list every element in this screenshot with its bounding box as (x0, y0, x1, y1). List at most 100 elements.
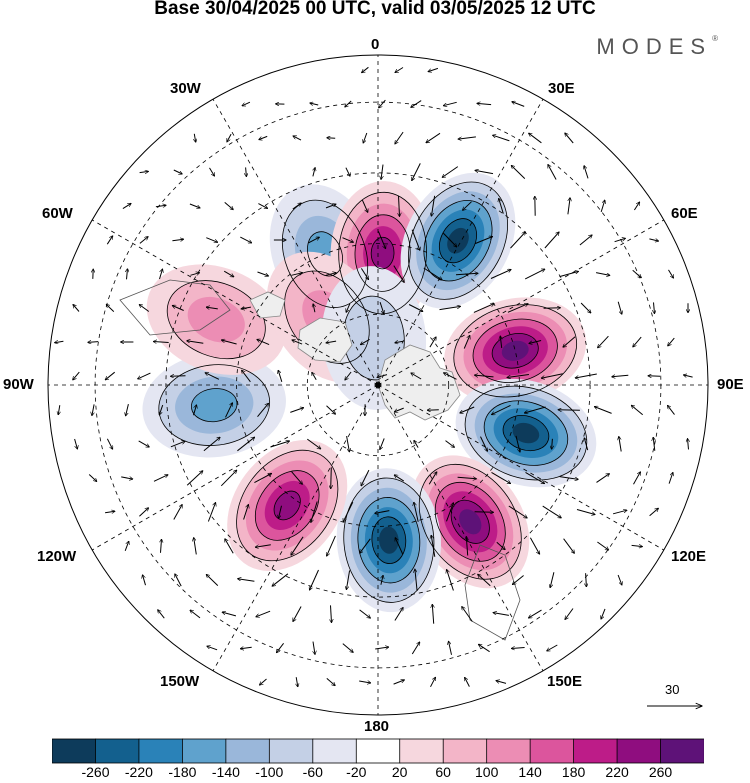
wind-arrow (270, 441, 290, 448)
wind-arrow (241, 307, 251, 309)
wind-arrow (220, 470, 236, 487)
wind-arrow (529, 133, 542, 144)
wind-arrow (173, 505, 182, 520)
vector-scale-label: 30 (665, 682, 680, 697)
wind-arrow (159, 404, 164, 415)
wind-arrow (255, 544, 271, 547)
wind-arrow (649, 508, 659, 517)
wind-arrow (598, 335, 609, 348)
colorbar-swatch (138, 738, 184, 764)
lon-label-30w: 30W (170, 80, 201, 97)
wind-arrow (399, 195, 400, 217)
wind-arrow (311, 501, 318, 523)
wind-arrow (475, 170, 494, 175)
wind-arrow (139, 171, 149, 172)
wind-arrow (290, 408, 303, 413)
colorbar-swatch (181, 738, 227, 764)
wind-arrow (394, 475, 405, 482)
lat-circle (306, 313, 450, 457)
wind-arrow (361, 469, 370, 486)
meridian (377, 384, 664, 551)
wind-arrow (207, 503, 215, 522)
wind-arrow (649, 239, 658, 241)
wind-arrow (493, 613, 509, 616)
wind-arrow (563, 538, 575, 554)
wind-arrow (381, 575, 383, 585)
wind-arrow (443, 101, 457, 105)
wind-arrow (511, 165, 526, 179)
wind-arrow (584, 166, 589, 179)
wind-arrow (439, 306, 461, 311)
colorbar-tick-label: -260 (81, 764, 110, 780)
wind-arrow (225, 403, 233, 418)
wind-arrow (411, 642, 419, 655)
wind-arrow (106, 438, 112, 449)
wind-arrow (511, 648, 525, 649)
wind-arrow (105, 511, 115, 513)
wind-arrow (243, 505, 249, 520)
wind-arrow (559, 271, 579, 278)
wind-arrow (291, 471, 303, 485)
wind-arrow (668, 405, 675, 415)
wind-arrow (73, 371, 80, 380)
colorbar-swatch (355, 738, 401, 764)
wind-arrow (414, 440, 419, 448)
wind-arrow (507, 304, 528, 313)
wind-arrow (493, 135, 510, 142)
wind-arrow (360, 538, 371, 553)
meridian (212, 384, 379, 671)
wind-arrow (544, 232, 559, 249)
wind-arrow (209, 167, 215, 176)
wind-arrow (190, 273, 199, 276)
wind-arrow (654, 302, 655, 313)
lon-label-90w: 90W (3, 376, 34, 393)
wind-arrow (633, 202, 639, 211)
wind-arrow (139, 305, 150, 312)
wind-arrow (331, 605, 332, 622)
wind-arrow (342, 643, 353, 653)
colorbar-swatch (225, 738, 271, 764)
wind-arrow (632, 269, 642, 277)
wind-arrow (576, 509, 595, 515)
wind-arrow (457, 477, 477, 479)
wind-arrow (292, 340, 303, 345)
wind-arrow (254, 473, 271, 484)
wind-arrow (499, 198, 504, 214)
wind-arrow (565, 133, 574, 144)
wind-arrow (442, 232, 456, 247)
wind-arrow (614, 238, 626, 243)
wind-arrow (256, 610, 271, 617)
wind-arrow (542, 505, 562, 518)
wind-arrow (529, 609, 542, 618)
wind-arrow (584, 438, 589, 451)
wind-arrow (238, 579, 255, 582)
colorbar-swatch (529, 738, 575, 764)
colorbar-tick-label: 140 (518, 764, 542, 780)
wind-arrow (246, 167, 247, 176)
wind-arrow (310, 103, 319, 105)
meridian (92, 219, 379, 386)
pole-marker (375, 382, 381, 388)
wind-arrow (512, 575, 524, 585)
wind-arrow (310, 569, 319, 590)
wind-arrow (293, 606, 302, 622)
wind-arrow (381, 164, 384, 180)
lon-label-150w: 150W (160, 673, 200, 690)
wind-arrow (394, 407, 404, 412)
wind-arrow (362, 66, 369, 72)
wind-arrow (175, 574, 182, 587)
wind-arrow (525, 471, 545, 483)
wind-arrow (529, 537, 539, 554)
anomaly-center-3 (444, 297, 587, 405)
wind-arrow (221, 340, 237, 345)
wind-arrow (597, 541, 608, 550)
wind-arrow (158, 610, 165, 619)
wind-arrow (445, 440, 455, 448)
wind-arrow (473, 304, 494, 313)
wind-arrow (126, 403, 129, 416)
wind-arrow (393, 680, 405, 685)
wind-arrow (524, 269, 545, 280)
wind-arrow (395, 67, 404, 73)
wind-arrow (242, 101, 251, 106)
wind-arrow (206, 307, 218, 309)
